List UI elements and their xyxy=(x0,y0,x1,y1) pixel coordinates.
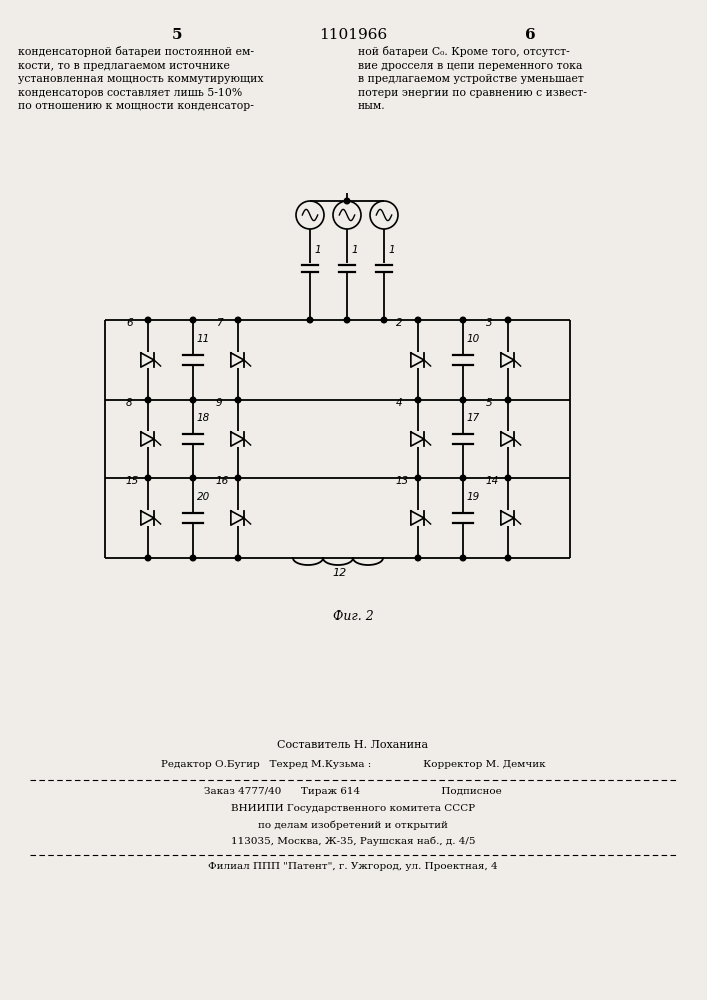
Text: 13: 13 xyxy=(396,476,409,486)
Text: Заказ 4777/40      Тираж 614                         Подписное: Заказ 4777/40 Тираж 614 Подписное xyxy=(204,787,502,796)
Circle shape xyxy=(415,555,421,561)
Text: Фиг. 2: Фиг. 2 xyxy=(332,610,373,623)
Circle shape xyxy=(460,475,466,481)
Circle shape xyxy=(506,555,510,561)
Text: 11: 11 xyxy=(197,334,210,344)
Text: ВНИИПИ Государственного комитета СССР: ВНИИПИ Государственного комитета СССР xyxy=(231,804,475,813)
Text: 18: 18 xyxy=(197,413,210,423)
Circle shape xyxy=(235,317,241,323)
Circle shape xyxy=(415,397,421,403)
Text: по делам изобретений и открытий: по делам изобретений и открытий xyxy=(258,820,448,830)
Circle shape xyxy=(235,397,241,403)
Text: 12: 12 xyxy=(332,568,346,578)
Text: 9: 9 xyxy=(216,398,223,408)
Circle shape xyxy=(506,397,510,403)
Circle shape xyxy=(506,475,510,481)
Text: 10: 10 xyxy=(467,334,480,344)
Text: ной батареи C₀. Кроме того, отсутст-
вие дросселя в цепи переменного тока
в пред: ной батареи C₀. Кроме того, отсутст- вие… xyxy=(358,46,587,111)
Circle shape xyxy=(190,475,196,481)
Text: 2: 2 xyxy=(396,318,402,328)
Circle shape xyxy=(145,475,151,481)
Text: 5: 5 xyxy=(486,398,493,408)
Text: 17: 17 xyxy=(467,413,480,423)
Circle shape xyxy=(415,317,421,323)
Circle shape xyxy=(460,317,466,323)
Text: 113035, Москва, Ж-35, Раушская наб., д. 4/5: 113035, Москва, Ж-35, Раушская наб., д. … xyxy=(230,836,475,846)
Text: 7: 7 xyxy=(216,318,223,328)
Text: 1: 1 xyxy=(315,245,322,255)
Circle shape xyxy=(145,397,151,403)
Circle shape xyxy=(190,317,196,323)
Circle shape xyxy=(190,397,196,403)
Text: 4: 4 xyxy=(396,398,402,408)
Circle shape xyxy=(460,555,466,561)
Text: Филиал ППП "Патент", г. Ужгород, ул. Проектная, 4: Филиал ППП "Патент", г. Ужгород, ул. Про… xyxy=(208,862,498,871)
Circle shape xyxy=(415,475,421,481)
Text: конденсаторной батареи постоянной ем-
кости, то в предлагаемом источнике
установ: конденсаторной батареи постоянной ем- ко… xyxy=(18,46,264,111)
Circle shape xyxy=(145,555,151,561)
Text: 1101966: 1101966 xyxy=(319,28,387,42)
Text: 6: 6 xyxy=(126,318,133,328)
Text: Редактор О.Бугир   Техред М.Кузьма :                Корректор М. Демчик: Редактор О.Бугир Техред М.Кузьма : Корре… xyxy=(160,760,545,769)
Circle shape xyxy=(235,475,241,481)
Text: 1: 1 xyxy=(352,245,358,255)
Text: 3: 3 xyxy=(486,318,493,328)
Text: 16: 16 xyxy=(216,476,229,486)
Circle shape xyxy=(381,317,387,323)
Text: 6: 6 xyxy=(525,28,535,42)
Circle shape xyxy=(145,317,151,323)
Text: 5: 5 xyxy=(172,28,182,42)
Circle shape xyxy=(190,555,196,561)
Circle shape xyxy=(344,198,350,204)
Text: 14: 14 xyxy=(486,476,499,486)
Circle shape xyxy=(506,317,510,323)
Text: 15: 15 xyxy=(126,476,139,486)
Text: 20: 20 xyxy=(197,492,210,502)
Circle shape xyxy=(308,317,312,323)
Text: 1: 1 xyxy=(389,245,396,255)
Text: 19: 19 xyxy=(467,492,480,502)
Circle shape xyxy=(460,397,466,403)
Circle shape xyxy=(344,317,350,323)
Circle shape xyxy=(235,555,241,561)
Text: 8: 8 xyxy=(126,398,133,408)
Text: Составитель Н. Лоханина: Составитель Н. Лоханина xyxy=(277,740,428,750)
